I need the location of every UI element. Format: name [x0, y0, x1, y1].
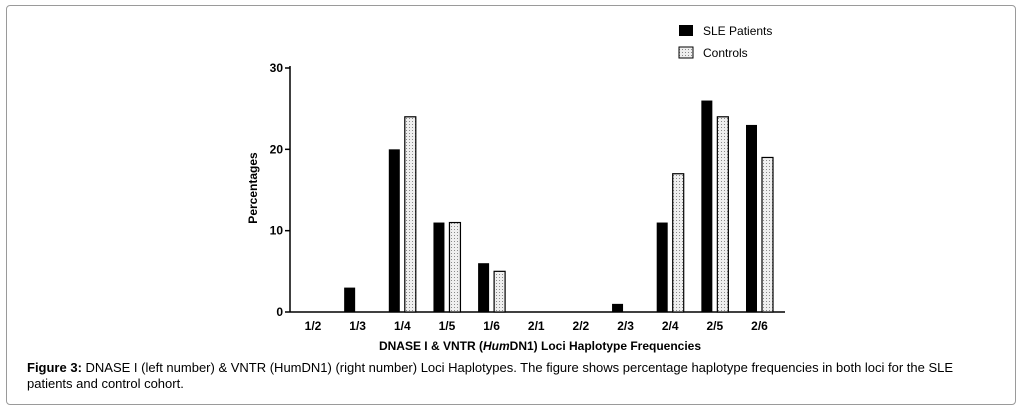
figure-caption: Figure 3: DNASE I (left number) & VNTR (…	[27, 360, 1002, 392]
bar-sle-patients	[656, 222, 668, 312]
legend-label-controls: Controls	[703, 46, 748, 60]
chart-legend: SLE Patients Controls	[678, 24, 772, 60]
x-tick-label: 2/5	[707, 319, 724, 333]
x-tick-label: 1/5	[439, 319, 456, 333]
bar-controls	[761, 156, 774, 313]
legend-swatch-sle-patients	[679, 25, 693, 36]
bar-sle-patients	[388, 149, 400, 312]
bar-sle-patients	[701, 100, 713, 313]
y-tick-label: 10	[270, 224, 284, 238]
y-tick-label: 20	[270, 142, 284, 156]
chart-ticks: 0 10 20 30 1/2 1/3 1/4 1/5 1/6 2/1 2/2 2/3 2/4 2/5 2/6	[270, 61, 769, 333]
x-tick-label: 2/2	[573, 319, 590, 333]
x-tick-label: 2/1	[528, 319, 545, 333]
x-tick-label: 1/3	[349, 319, 366, 333]
bar-controls	[672, 173, 685, 313]
x-axis-title-part-1: DNASE I & VNTR (	[379, 339, 483, 353]
chart-bars	[344, 100, 774, 313]
caption-label: Figure 3:	[27, 360, 82, 375]
bar-sle-patients	[746, 124, 757, 312]
x-tick-label: 2/6	[751, 319, 768, 333]
y-tick-label: 0	[276, 305, 283, 319]
bar-sle-patients	[433, 222, 445, 312]
x-tick-label: 1/4	[394, 319, 411, 333]
bar-controls	[448, 221, 462, 313]
x-axis-title: DNASE I & VNTR (HumDN1) Loci Haplotype F…	[379, 339, 701, 353]
bar-controls	[404, 116, 417, 313]
legend-label-sle-patients: SLE Patients	[703, 24, 772, 38]
caption-text: DNASE I (left number) & VNTR (HumDN1) (r…	[27, 360, 954, 391]
x-tick-label: 1/6	[483, 319, 500, 333]
bar-controls	[716, 116, 729, 313]
x-axis-title-part-3: DN1) Loci Haplotype Frequencies	[510, 339, 702, 353]
x-tick-label: 2/4	[662, 319, 679, 333]
bar-sle-patients	[344, 287, 356, 312]
bar-controls	[493, 270, 506, 313]
y-tick-label: 30	[270, 61, 284, 75]
bar-sle-patients	[478, 263, 490, 312]
x-tick-label: 1/2	[305, 319, 322, 333]
legend-swatch-controls	[678, 46, 694, 59]
bar-chart: 0 10 20 30 1/2 1/3 1/4 1/5 1/6 2/1 2/2 2/3 2/4 2/5 2/6…	[246, 24, 785, 353]
y-axis-title: Percentages	[246, 152, 260, 224]
figure-frame	[6, 5, 1016, 405]
x-tick-label: 2/3	[617, 319, 634, 333]
bar-sle-patients	[612, 303, 624, 312]
x-axis-title-part-2: Hum	[483, 339, 510, 353]
